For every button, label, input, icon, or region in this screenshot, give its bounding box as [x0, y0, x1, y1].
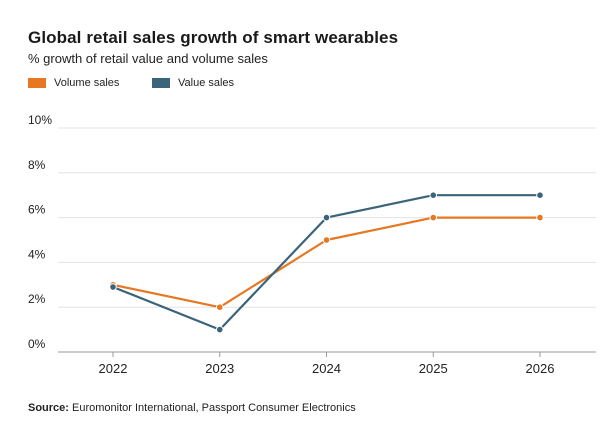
data-point-value-sales — [215, 325, 224, 334]
source-label: Source: — [28, 402, 69, 414]
data-point-volume-sales — [536, 213, 544, 222]
data-point-volume-sales — [322, 236, 331, 244]
data-point-value-sales — [429, 191, 438, 199]
x-tick-label: 2023 — [205, 361, 234, 376]
x-tick-label: 2025 — [419, 361, 448, 376]
legend-swatch-volume-sales — [28, 78, 46, 88]
data-point-volume-sales — [215, 303, 224, 312]
legend: Volume sales Value sales — [28, 77, 428, 91]
data-point-value-sales — [536, 191, 544, 199]
data-point-volume-sales — [429, 213, 438, 222]
y-tick-label: 4% — [28, 247, 46, 261]
y-tick-label: 0% — [28, 337, 46, 351]
y-tick-label: 8% — [28, 158, 46, 172]
legend-item-volume-sales: Volume sales — [28, 77, 119, 89]
legend-label-volume-sales: Volume sales — [54, 77, 120, 89]
data-point-value-sales — [109, 283, 117, 291]
legend-item-value-sales: Value sales — [152, 77, 234, 89]
x-tick-label: 2026 — [526, 361, 555, 376]
y-tick-label: 10% — [28, 113, 52, 127]
y-tick-label: 6% — [28, 203, 46, 217]
legend-label-value-sales: Value sales — [178, 77, 235, 89]
chart-subtitle: % growth of retail value and volume sale… — [28, 51, 268, 66]
x-tick-label: 2022 — [99, 361, 128, 376]
chart-title: Global retail sales growth of smart wear… — [28, 28, 399, 47]
x-tick-label: 2024 — [312, 361, 341, 376]
source-text: Euromonitor International, Passport Cons… — [72, 402, 356, 414]
y-tick-label: 2% — [28, 292, 46, 306]
source-note: Source: Euromonitor International, Passp… — [28, 402, 356, 414]
data-point-value-sales — [322, 213, 331, 222]
legend-swatch-value-sales — [152, 78, 170, 88]
